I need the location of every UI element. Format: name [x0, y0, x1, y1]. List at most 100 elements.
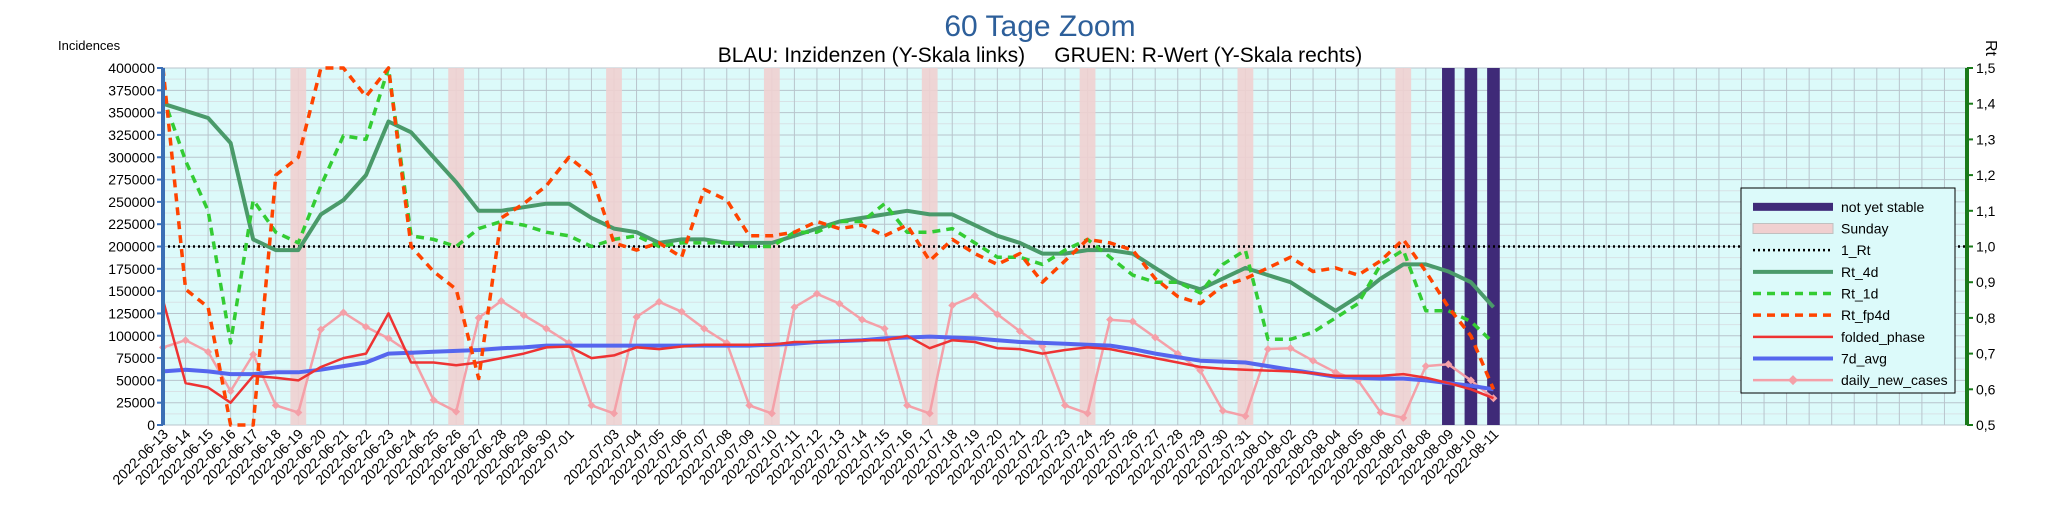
chart-subtitle: BLAU: Inzidenzen (Y-Skala links) GRUEN: … — [718, 44, 1363, 67]
point-daily-new-cases — [271, 401, 280, 410]
point-daily-new-cases — [519, 311, 528, 320]
point-daily-new-cases — [1309, 356, 1318, 365]
legend-label-not-yet-stable: not yet stable — [1841, 199, 1924, 215]
left-tick-label: 250000 — [108, 194, 155, 210]
point-daily-new-cases — [880, 324, 889, 333]
point-daily-new-cases — [1151, 333, 1160, 342]
point-daily-new-cases — [835, 299, 844, 308]
left-tick-label: 0 — [147, 417, 155, 433]
point-daily-new-cases — [204, 347, 213, 356]
right-tick-label: 0,9 — [1976, 274, 1996, 290]
point-daily-new-cases — [1083, 409, 1092, 418]
point-daily-new-cases — [993, 310, 1002, 319]
point-daily-new-cases — [1015, 327, 1024, 336]
point-daily-new-cases — [1106, 315, 1115, 324]
point-daily-new-cases — [361, 322, 370, 331]
right-tick-label: 1,0 — [1976, 239, 1996, 255]
right-tick-label: 1,2 — [1976, 167, 1996, 183]
legend-swatch-not-yet-stable — [1753, 202, 1833, 211]
point-daily-new-cases — [925, 409, 934, 418]
point-daily-new-cases — [1128, 317, 1137, 326]
point-daily-new-cases — [339, 308, 348, 317]
legend-label-rt-4d: Rt_4d — [1841, 264, 1878, 280]
series-rt-1d — [161, 66, 1495, 345]
point-daily-new-cases — [812, 289, 821, 298]
legend-label-sunday: Sunday — [1841, 221, 1888, 237]
point-daily-new-cases — [1061, 401, 1069, 410]
right-tick-label: 0,8 — [1976, 310, 1996, 326]
point-daily-new-cases — [1196, 366, 1205, 375]
point-daily-new-cases — [474, 313, 483, 322]
sunday-band — [763, 68, 780, 425]
point-daily-new-cases — [948, 301, 957, 310]
chart-title: 60 Tage Zoom — [944, 10, 1135, 43]
legend-swatch-sunday — [1752, 223, 1834, 234]
left-tick-label: 350000 — [108, 105, 155, 121]
right-tick-label: 0,5 — [1976, 417, 1996, 433]
point-daily-new-cases — [249, 350, 258, 359]
legend-marker-daily-new-cases — [1788, 375, 1798, 386]
right-tick-label: 1,4 — [1976, 96, 1996, 112]
right-axis-label: Rt — [1982, 40, 1999, 57]
sunday-band — [1237, 68, 1254, 425]
series-layer — [159, 66, 1967, 427]
point-daily-new-cases — [1421, 362, 1430, 371]
sunday-band — [448, 68, 465, 425]
sunday-band — [1079, 68, 1096, 425]
left-tick-label: 225000 — [108, 216, 155, 232]
point-daily-new-cases — [970, 291, 979, 300]
point-daily-new-cases — [316, 325, 325, 334]
point-daily-new-cases — [181, 336, 190, 345]
left-tick-label: 375000 — [108, 82, 155, 98]
point-daily-new-cases — [767, 409, 776, 418]
point-daily-new-cases — [632, 313, 641, 322]
series-rt-fp4d — [161, 66, 1496, 427]
left-tick-label: 25000 — [116, 395, 155, 411]
point-daily-new-cases — [1218, 406, 1227, 415]
point-daily-new-cases — [1286, 344, 1295, 353]
right-tick-label: 1,3 — [1976, 131, 1996, 147]
point-daily-new-cases — [677, 307, 686, 316]
point-daily-new-cases — [1399, 413, 1408, 422]
point-daily-new-cases — [610, 409, 618, 418]
left-tick-label: 150000 — [108, 283, 155, 299]
right-tick-label: 0,6 — [1976, 381, 1996, 397]
legend-label-daily-new-cases: daily_new_cases — [1841, 372, 1948, 388]
left-tick-label: 100000 — [108, 328, 155, 344]
x-tick-labels: 2022-06-132022-06-142022-06-152022-06-16… — [109, 426, 1502, 488]
point-daily-new-cases — [226, 387, 235, 396]
legend-label-1-rt: 1_Rt — [1841, 242, 1871, 258]
series-folded-phase — [161, 299, 1494, 404]
point-daily-new-cases — [700, 324, 709, 333]
point-daily-new-cases — [1241, 412, 1250, 421]
legend-label-rt-fp4d: Rt_fp4d — [1841, 307, 1890, 323]
left-tick-label: 300000 — [108, 149, 155, 165]
point-daily-new-cases — [1444, 360, 1453, 369]
left-tick-label: 50000 — [116, 372, 155, 388]
left-tick-label: 275000 — [108, 172, 155, 188]
point-daily-new-cases — [497, 296, 506, 305]
point-daily-new-cases — [1331, 368, 1340, 377]
point-daily-new-cases — [542, 324, 551, 333]
point-daily-new-cases — [452, 407, 461, 416]
legend-label-7d-avg: 7d_avg — [1841, 351, 1887, 367]
point-daily-new-cases — [903, 401, 912, 410]
point-daily-new-cases — [1263, 345, 1272, 354]
legend-label-folded-phase: folded_phase — [1841, 329, 1925, 345]
point-daily-new-cases — [858, 315, 867, 324]
point-daily-new-cases — [1466, 376, 1475, 385]
right-tick-label: 1,5 — [1976, 60, 1996, 76]
point-daily-new-cases — [745, 401, 754, 410]
point-daily-new-cases — [790, 303, 799, 312]
right-tick-label: 1,1 — [1976, 203, 1996, 219]
point-daily-new-cases — [1376, 408, 1385, 417]
left-tick-label: 400000 — [108, 60, 155, 76]
not-yet-stable-bar — [1464, 68, 1478, 425]
point-daily-new-cases — [384, 334, 393, 343]
left-tick-label: 175000 — [108, 261, 155, 277]
left-axis-label: Incidences — [58, 38, 121, 53]
legend-label-rt-1d: Rt_1d — [1841, 286, 1878, 302]
point-daily-new-cases — [655, 297, 664, 306]
axes-layer: 0 25000 50000 75000 100000 125000 150000 175000… — [108, 60, 1995, 433]
